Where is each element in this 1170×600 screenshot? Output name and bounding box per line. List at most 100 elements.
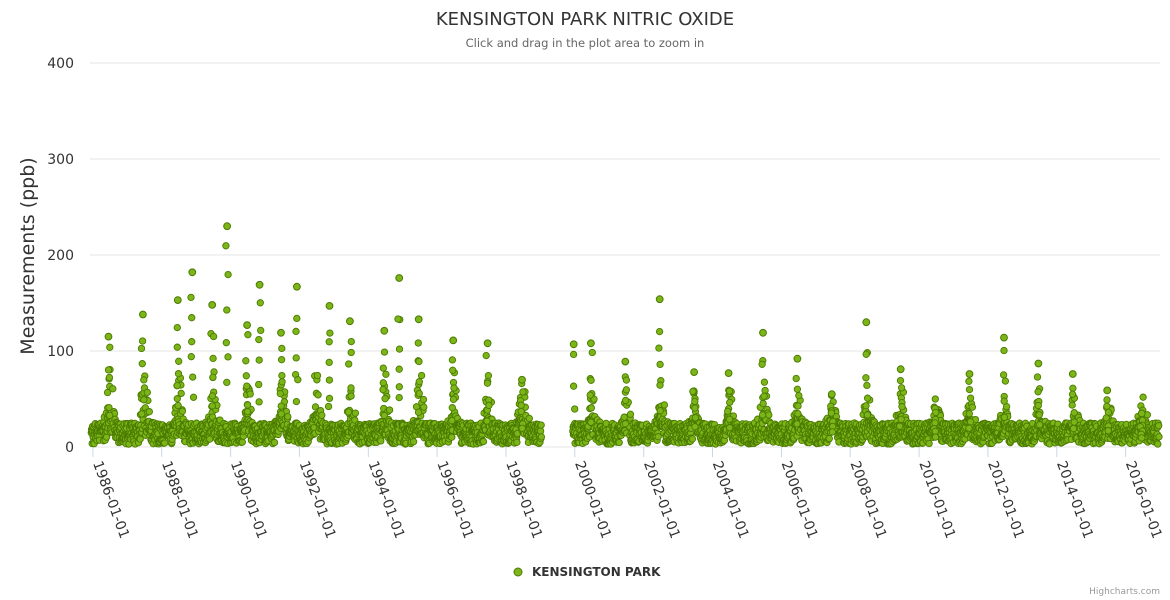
data-point[interactable] <box>656 381 664 389</box>
data-point[interactable] <box>931 433 940 441</box>
data-point[interactable] <box>968 403 977 411</box>
data-point[interactable] <box>1000 397 1008 405</box>
data-point[interactable] <box>655 344 663 352</box>
data-point[interactable] <box>450 384 458 392</box>
data-point[interactable] <box>381 395 389 403</box>
data-point[interactable] <box>965 385 974 394</box>
data-point-peak[interactable] <box>793 354 802 363</box>
data-point-peak[interactable] <box>1137 409 1146 418</box>
data-point[interactable] <box>758 360 766 368</box>
data-point[interactable] <box>660 401 669 409</box>
data-point[interactable] <box>143 388 151 397</box>
data-point[interactable] <box>379 385 387 394</box>
data-point[interactable] <box>1034 388 1042 396</box>
data-point[interactable] <box>347 392 355 400</box>
data-point[interactable] <box>276 389 284 398</box>
data-point[interactable] <box>621 420 630 428</box>
data-point[interactable] <box>726 398 734 407</box>
data-point[interactable] <box>898 403 906 411</box>
data-point[interactable] <box>626 410 635 418</box>
data-point[interactable] <box>189 373 197 381</box>
data-point[interactable] <box>382 370 390 378</box>
data-point[interactable] <box>238 438 246 446</box>
data-point[interactable] <box>825 434 833 443</box>
data-point[interactable] <box>794 410 802 418</box>
data-point[interactable] <box>863 394 872 402</box>
data-point[interactable] <box>255 398 263 406</box>
data-point[interactable] <box>224 270 232 279</box>
data-point[interactable] <box>208 402 216 410</box>
data-point[interactable] <box>1000 346 1008 355</box>
data-point[interactable] <box>1068 401 1076 409</box>
data-point[interactable] <box>448 416 456 425</box>
data-point[interactable] <box>615 438 623 447</box>
data-point[interactable] <box>1102 414 1110 422</box>
data-point[interactable] <box>517 407 525 416</box>
data-point[interactable] <box>1069 384 1077 392</box>
data-point-peak[interactable] <box>325 302 334 310</box>
data-point[interactable] <box>270 438 279 447</box>
data-point[interactable] <box>795 391 803 400</box>
data-point-peak[interactable] <box>346 317 354 326</box>
data-point[interactable] <box>344 408 353 416</box>
data-point[interactable] <box>103 388 112 397</box>
data-point[interactable] <box>173 323 181 332</box>
data-point[interactable] <box>294 376 302 384</box>
data-point[interactable] <box>965 424 973 432</box>
data-point-peak[interactable] <box>1000 333 1008 342</box>
data-point[interactable] <box>414 339 422 347</box>
data-point[interactable] <box>688 435 697 443</box>
data-point[interactable] <box>314 391 322 399</box>
data-point[interactable] <box>138 360 146 368</box>
data-point[interactable] <box>1103 402 1111 410</box>
data-point[interactable] <box>1070 409 1078 417</box>
data-point[interactable] <box>482 351 490 360</box>
data-point[interactable] <box>896 376 905 385</box>
data-point[interactable] <box>278 371 286 380</box>
data-point[interactable] <box>137 344 146 353</box>
data-point[interactable] <box>255 356 263 364</box>
data-point[interactable] <box>587 418 595 426</box>
data-point[interactable] <box>415 378 423 386</box>
data-point[interactable] <box>654 433 662 441</box>
data-point-peak[interactable] <box>569 340 578 349</box>
data-point[interactable] <box>1155 422 1163 430</box>
data-point[interactable] <box>277 410 285 418</box>
data-point-peak[interactable] <box>896 365 905 374</box>
data-point-peak[interactable] <box>965 370 974 378</box>
data-point-peak[interactable] <box>587 339 595 348</box>
data-point[interactable] <box>278 344 286 353</box>
data-point[interactable] <box>420 403 428 411</box>
data-point[interactable] <box>188 314 196 322</box>
data-point[interactable] <box>656 360 664 369</box>
data-point[interactable] <box>173 343 181 351</box>
data-point[interactable] <box>415 357 423 366</box>
data-point[interactable] <box>313 371 322 380</box>
data-point[interactable] <box>255 380 263 389</box>
data-point[interactable] <box>1000 413 1009 421</box>
data-point[interactable] <box>483 379 492 387</box>
data-point[interactable] <box>655 327 664 336</box>
data-point[interactable] <box>160 439 169 447</box>
data-point[interactable] <box>896 422 904 430</box>
data-point[interactable] <box>379 364 387 372</box>
data-point[interactable] <box>292 397 301 406</box>
credits-link[interactable]: Highcharts.com <box>1089 587 1160 597</box>
data-point[interactable] <box>1138 434 1146 442</box>
data-point[interactable] <box>760 392 768 400</box>
data-point[interactable] <box>1035 411 1043 419</box>
data-point[interactable] <box>187 293 195 302</box>
data-point[interactable] <box>621 396 630 405</box>
data-point[interactable] <box>966 394 975 402</box>
data-point[interactable] <box>325 358 333 367</box>
data-point[interactable] <box>415 389 423 398</box>
data-point[interactable] <box>414 408 423 416</box>
data-point-peak[interactable] <box>655 295 664 304</box>
data-point-peak[interactable] <box>173 296 182 305</box>
data-point[interactable] <box>897 384 906 392</box>
data-point[interactable] <box>140 376 148 384</box>
data-point[interactable] <box>223 306 231 314</box>
data-point[interactable] <box>724 407 732 415</box>
data-point[interactable] <box>965 377 973 385</box>
